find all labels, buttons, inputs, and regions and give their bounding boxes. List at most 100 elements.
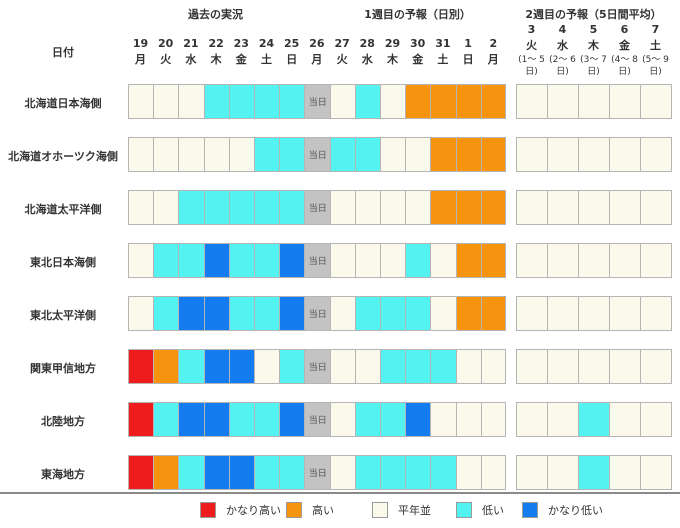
day-weekday: 月 — [135, 53, 146, 66]
today-label: 当日 — [308, 98, 327, 108]
forecast-cell: 当日 — [304, 402, 331, 437]
day-header: 31 土 — [430, 36, 455, 68]
day-number: 2 — [489, 37, 498, 50]
region-label: 関東甲信地方 — [30, 362, 96, 375]
day-number: 1 — [464, 37, 472, 50]
forecast-cell — [480, 84, 507, 119]
day-weekday: 水 — [361, 53, 373, 66]
forecast-cell: 当日 — [304, 455, 331, 490]
day-number: 4 — [558, 23, 567, 36]
forecast-cell: 当日 — [304, 296, 331, 331]
day-header: 22 木 — [204, 36, 229, 68]
forecast-cell — [279, 402, 305, 437]
forecast-cell — [329, 137, 356, 172]
forecast-cell — [153, 243, 179, 278]
day-weekday: 日 — [462, 53, 474, 66]
week2-cell — [547, 296, 579, 331]
forecast-cell — [153, 349, 179, 384]
forecast-cell — [380, 349, 406, 384]
forecast-cell — [455, 84, 482, 119]
forecast-cell — [480, 243, 507, 278]
forecast-cell — [354, 190, 381, 225]
forecast-cell — [430, 296, 457, 331]
week2-cell — [609, 455, 641, 490]
forecast-cell — [228, 455, 255, 490]
region-label: 北海道オホーツク海側 — [8, 150, 118, 163]
forecast-cell — [153, 137, 179, 172]
forecast-cell — [455, 137, 482, 172]
forecast-cell — [455, 296, 482, 331]
forecast-cell — [128, 84, 154, 119]
day-weekday: 土 — [437, 53, 449, 66]
forecast-cell — [128, 455, 154, 490]
forecast-cell — [279, 296, 305, 331]
week2-cell — [640, 349, 672, 384]
day-number: 21 — [183, 37, 199, 50]
week2-cell — [516, 243, 548, 278]
forecast-cell — [380, 137, 406, 172]
region-label: 北海道日本海側 — [24, 97, 102, 110]
week2-day-header: 7 土 (5〜 9日) — [640, 22, 671, 78]
week2-cell — [640, 402, 672, 437]
today-label: 当日 — [308, 257, 327, 267]
week1-forecast-header: 1週目の予報（日別） — [364, 8, 471, 21]
forecast-cell — [279, 455, 305, 490]
forecast-cell — [254, 296, 280, 331]
forecast-cell — [203, 349, 230, 384]
forecast-cell — [430, 84, 457, 119]
day-weekday: 水 — [185, 53, 197, 66]
today-label: 当日 — [308, 204, 327, 214]
forecast-cell — [203, 455, 230, 490]
forecast-cell: 当日 — [304, 84, 331, 119]
week2-cell — [547, 84, 579, 119]
forecast-cell — [153, 455, 179, 490]
day-weekday: 月 — [487, 53, 499, 66]
day-number: 24 — [258, 37, 275, 50]
forecast-cell — [455, 243, 482, 278]
forecast-cell — [480, 296, 507, 331]
day-number: 27 — [334, 37, 350, 50]
week2-day-header: 6 金 (4〜 8日) — [609, 22, 640, 78]
week2-cell — [516, 455, 548, 490]
day-number: 26 — [309, 37, 325, 50]
week2-cell — [640, 137, 672, 172]
week2-cell — [609, 137, 641, 172]
legend-item: 低い — [456, 500, 504, 520]
period-note: (1〜 5日) — [518, 55, 545, 77]
forecast-cell — [178, 349, 205, 384]
legend-label: 高い — [312, 504, 334, 517]
period-note: (3〜 7日) — [580, 55, 607, 77]
week2-cell — [578, 402, 610, 437]
forecast-cell — [354, 243, 381, 278]
day-header: 20 火 — [153, 36, 178, 68]
day-number: 22 — [208, 37, 224, 50]
day-header: 25 日 — [279, 36, 304, 68]
forecast-cell — [254, 243, 280, 278]
forecast-cell — [430, 455, 457, 490]
forecast-cell — [254, 190, 280, 225]
forecast-cell — [279, 243, 305, 278]
week2-cell — [516, 84, 548, 119]
forecast-cell — [329, 402, 356, 437]
week2-cell — [578, 190, 610, 225]
forecast-cell — [254, 137, 280, 172]
forecast-cell — [128, 190, 154, 225]
legend-swatch — [522, 502, 538, 518]
forecast-cell: 当日 — [304, 137, 331, 172]
day-number: 31 — [435, 37, 451, 50]
day-weekday: 水 — [557, 39, 568, 52]
forecast-cell — [430, 190, 457, 225]
forecast-cell — [405, 243, 431, 278]
region-label: 東北太平洋側 — [30, 309, 96, 322]
forecast-cell — [480, 137, 507, 172]
week2-cell — [609, 84, 641, 119]
forecast-cell — [203, 296, 230, 331]
forecast-cell — [254, 455, 280, 490]
region-label: 北海道太平洋側 — [24, 203, 102, 216]
day-number: 5 — [589, 23, 598, 36]
forecast-cell — [228, 137, 255, 172]
week2-cell — [640, 84, 672, 119]
forecast-cell — [455, 349, 482, 384]
forecast-cell — [405, 84, 431, 119]
